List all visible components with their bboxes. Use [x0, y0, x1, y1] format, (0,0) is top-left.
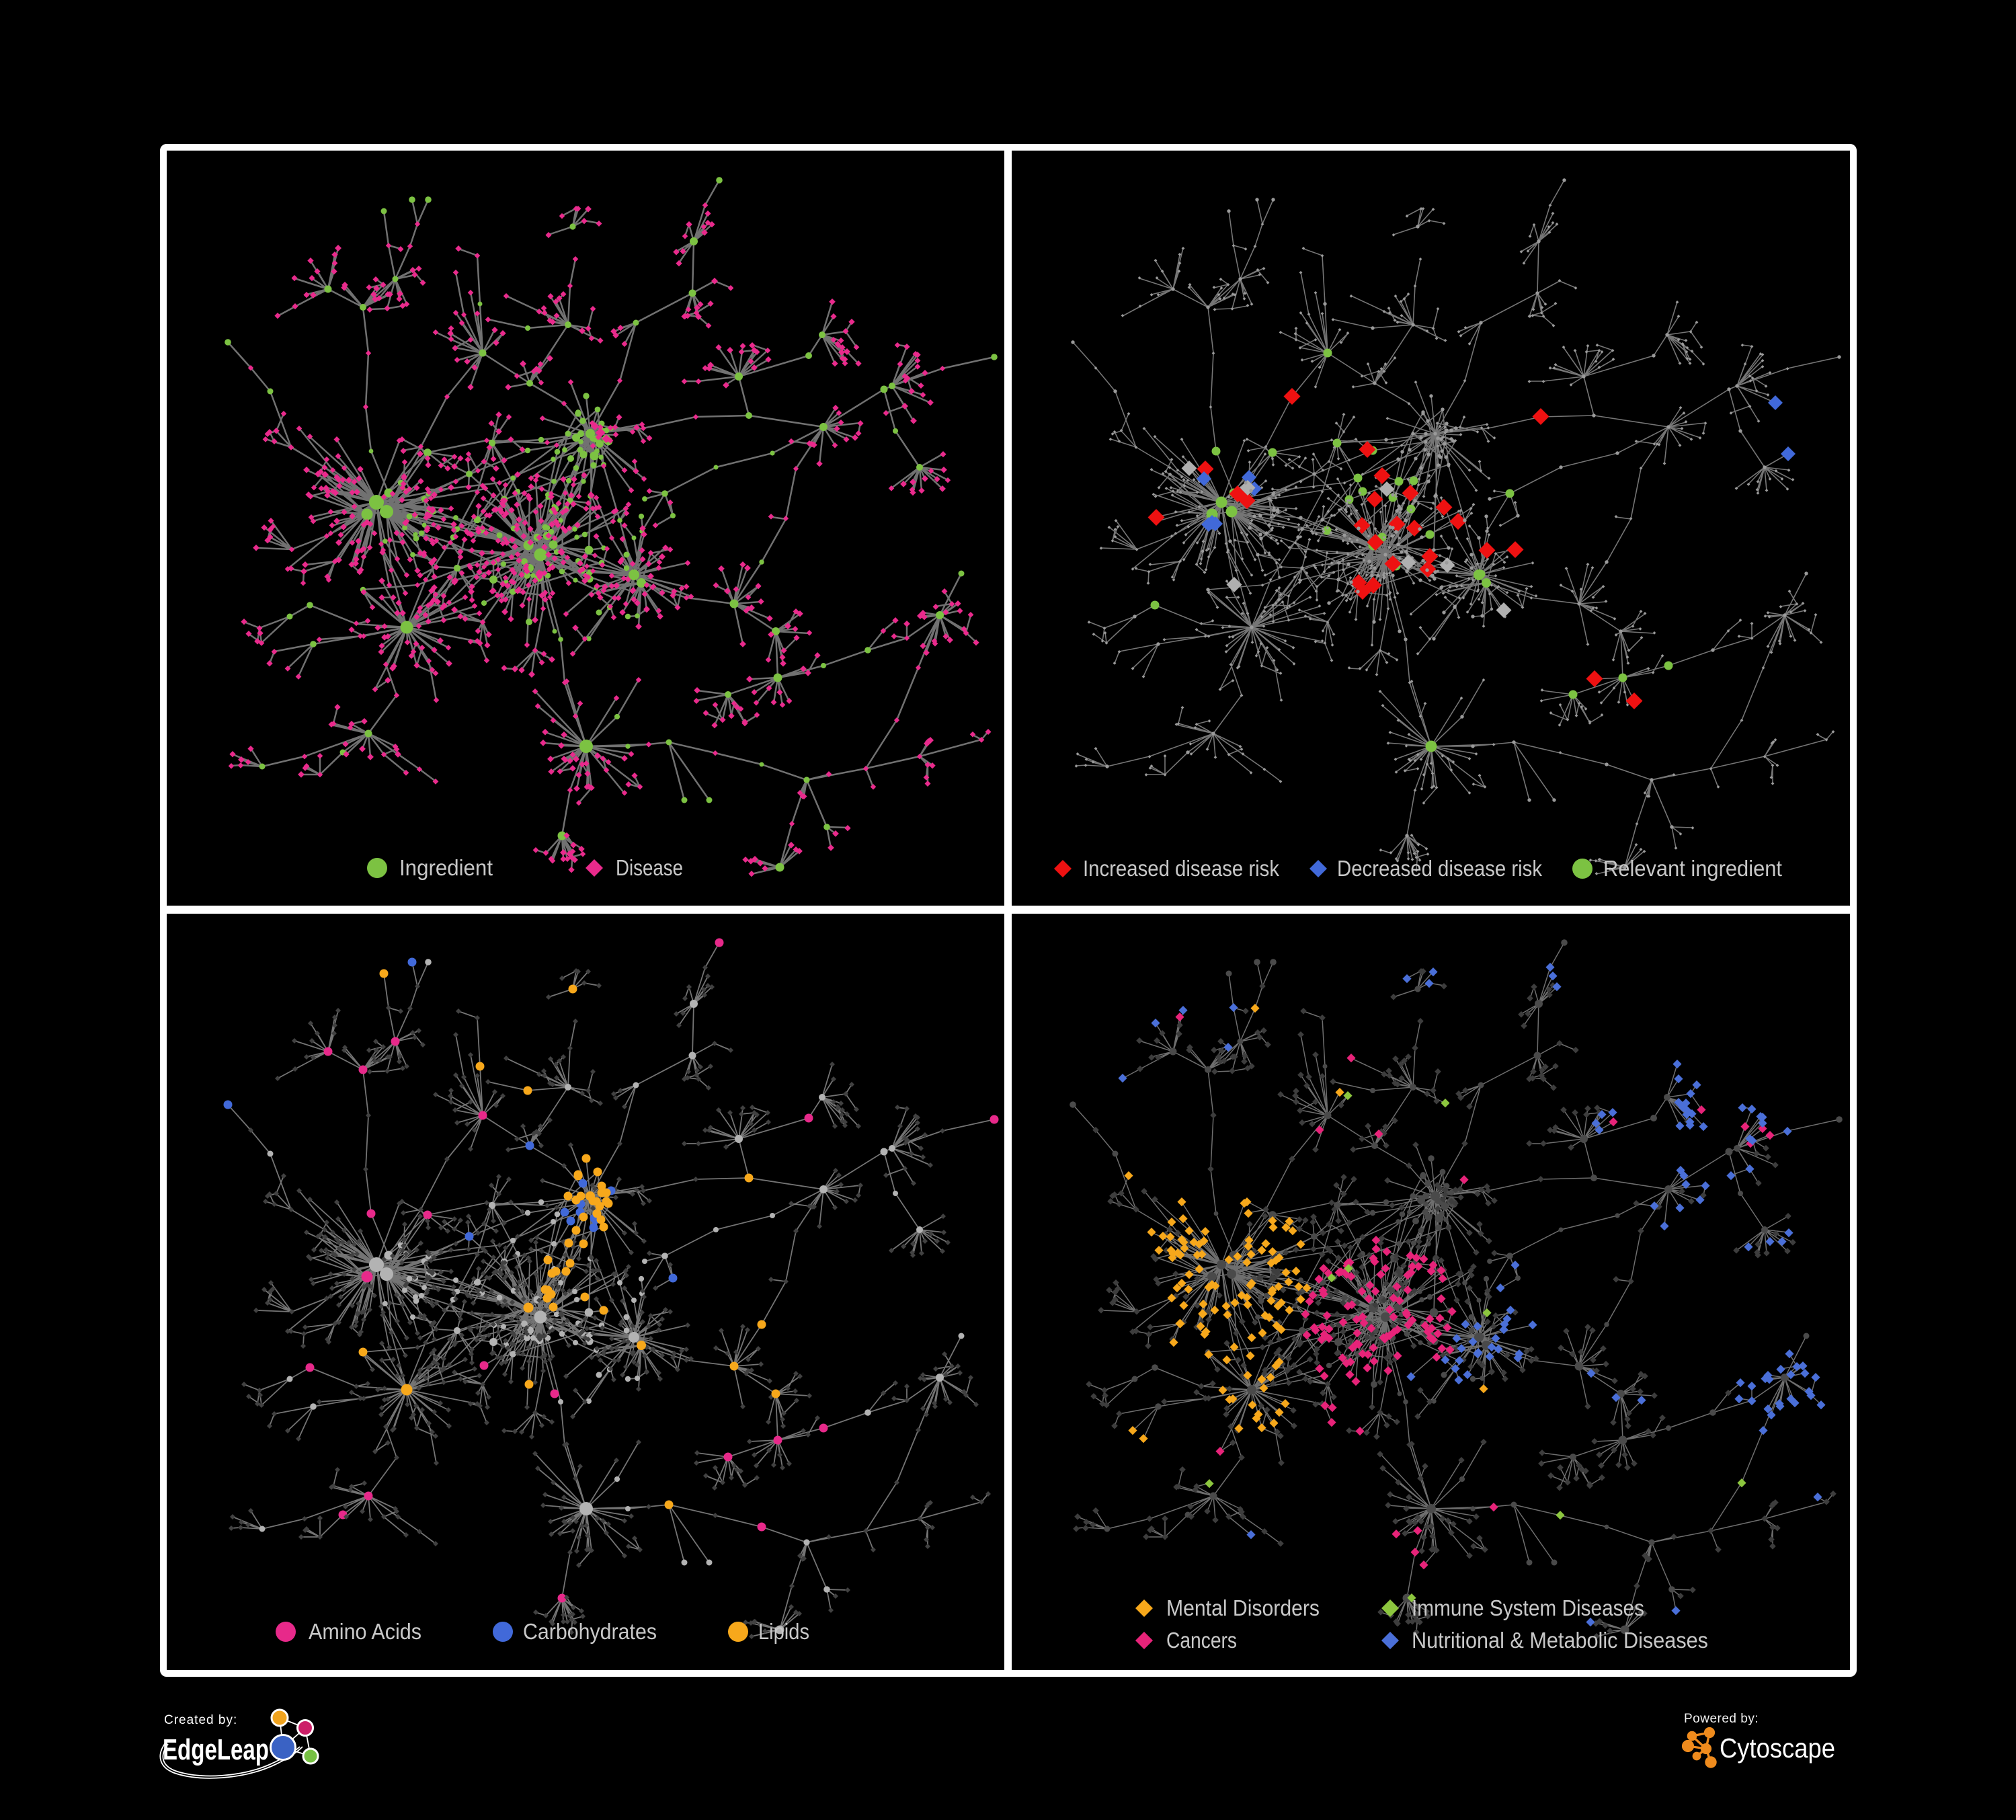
- svg-text:Disease: Disease: [616, 855, 683, 880]
- svg-text:Mental Disorders: Mental Disorders: [1166, 1595, 1320, 1620]
- svg-text:Relevant ingredient: Relevant ingredient: [1603, 856, 1782, 881]
- svg-text:Immune System Diseases: Immune System Diseases: [1412, 1595, 1644, 1620]
- svg-text:Lipids: Lipids: [758, 1619, 809, 1644]
- svg-text:Powered by:: Powered by:: [1684, 1712, 1759, 1726]
- svg-text:Carbohydrates: Carbohydrates: [523, 1619, 657, 1644]
- svg-text:Ingredient: Ingredient: [399, 855, 493, 880]
- svg-text:EdgeLeap: EdgeLeap: [163, 1733, 269, 1766]
- svg-text:Created by:: Created by:: [164, 1713, 237, 1727]
- svg-text:Nutritional & Metabolic Diseas: Nutritional & Metabolic Diseases: [1412, 1628, 1708, 1653]
- svg-text:Decreased disease risk: Decreased disease risk: [1337, 856, 1542, 881]
- svg-text:Cancers: Cancers: [1166, 1628, 1237, 1653]
- svg-text:Amino Acids: Amino Acids: [309, 1619, 421, 1644]
- svg-text:Increased disease risk: Increased disease risk: [1083, 856, 1279, 881]
- svg-text:Cytoscape: Cytoscape: [1720, 1733, 1835, 1764]
